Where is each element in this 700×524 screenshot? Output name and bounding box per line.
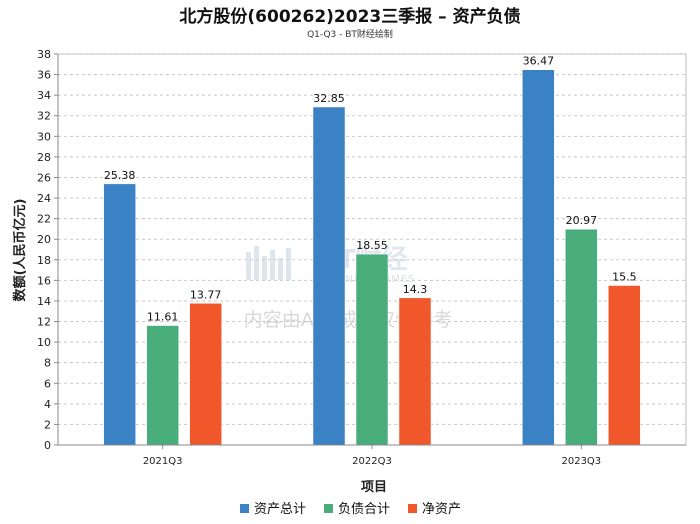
data-label: 25.38 (104, 169, 136, 182)
x-axis-ticks: 2021Q3 2022Q3 2023Q3 (143, 445, 601, 467)
y-tick-label: 26 (37, 171, 51, 184)
legend-swatch (408, 504, 417, 513)
legend-swatch (324, 504, 333, 513)
y-tick-label: 6 (44, 377, 51, 390)
bar (398, 297, 432, 446)
data-label: 32.85 (313, 92, 345, 105)
y-tick-label: 38 (37, 48, 51, 61)
y-tick-label: 14 (37, 295, 51, 308)
data-label: 13.77 (190, 288, 222, 301)
bar (103, 183, 136, 446)
y-tick-label: 20 (37, 233, 51, 246)
bar (565, 228, 598, 446)
y-tick-label: 2 (44, 418, 51, 431)
chart-subtitle: Q1-Q3 - BT财经绘制 (307, 28, 393, 40)
legend-item: 负债合计 (338, 502, 390, 517)
bar (189, 303, 222, 446)
x-axis-label: 项目 (361, 480, 387, 495)
bar (355, 253, 389, 446)
legend: 资产总计 负债合计 净资产 (240, 502, 461, 517)
chart-title: 北方股份(600262)2023三季报 – 资产负债 (179, 6, 520, 27)
bar (608, 285, 641, 446)
y-tick-label: 12 (37, 316, 51, 329)
y-tick-label: 32 (37, 110, 51, 123)
data-label: 14.3 (403, 283, 428, 296)
data-label: 36.47 (523, 55, 555, 68)
legend-swatch (240, 504, 249, 513)
y-tick-label: 16 (37, 274, 51, 287)
y-tick-label: 4 (44, 398, 51, 411)
y-tick-label: 34 (37, 89, 51, 102)
data-label: 15.5 (612, 271, 637, 284)
y-tick-label: 36 (37, 69, 51, 82)
y-tick-label: 8 (44, 357, 51, 370)
watermark-logo-icon (246, 246, 291, 280)
x-tick-label: 2022Q3 (352, 456, 392, 467)
bar (312, 106, 346, 446)
x-tick-label: 2023Q3 (561, 456, 601, 467)
y-tick-label: 22 (37, 213, 51, 226)
bar (522, 69, 555, 446)
y-axis-label: 数额(人民币亿元) (12, 199, 28, 302)
y-tick-label: 30 (37, 130, 51, 143)
data-label: 18.55 (356, 239, 388, 252)
y-tick-label: 0 (44, 439, 51, 452)
y-tick-label: 24 (37, 192, 51, 205)
bar (146, 325, 179, 446)
data-labels: 25.38 11.61 13.77 32.85 18.55 14.3 36.47 20.97 1… (104, 55, 637, 324)
y-tick-label: 18 (37, 254, 51, 267)
data-label: 20.97 (566, 214, 598, 227)
y-tick-label: 10 (37, 336, 51, 349)
legend-item: 净资产 (422, 502, 461, 517)
bars (103, 69, 641, 446)
x-tick-label: 2021Q3 (143, 456, 183, 467)
legend-item: 资产总计 (254, 502, 306, 517)
data-label: 11.61 (147, 311, 179, 324)
y-tick-label: 28 (37, 151, 51, 164)
